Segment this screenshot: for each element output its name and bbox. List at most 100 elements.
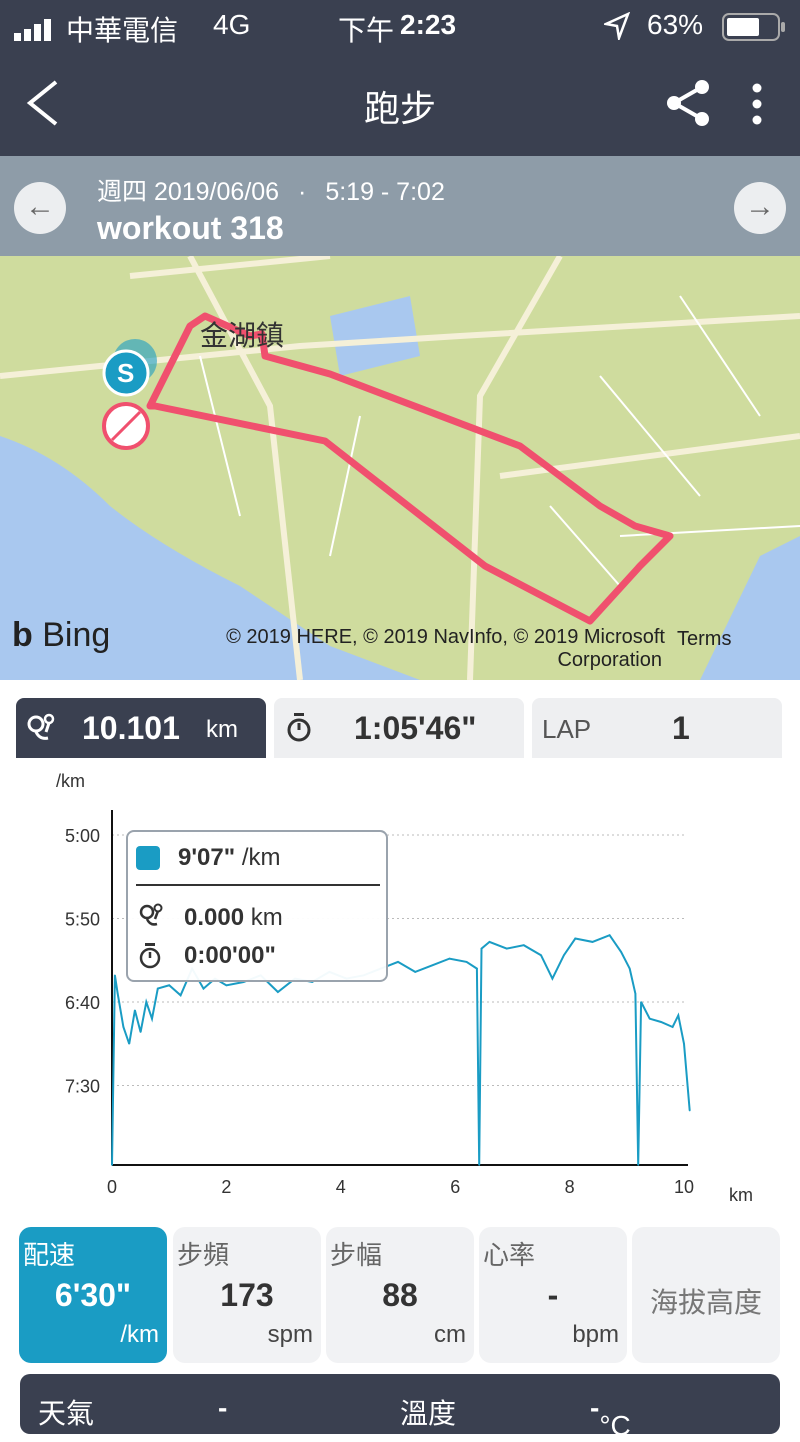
- pace-point: [277, 991, 279, 993]
- y-tick-label: 7:30: [65, 1077, 100, 1097]
- tab-lap[interactable]: LAP 1: [532, 698, 782, 758]
- map-copyright: © 2019 HERE, © 2019 NavInfo, © 2019 Micr…: [170, 626, 665, 672]
- y-tick-label: 6:40: [65, 993, 100, 1013]
- pace-point: [225, 984, 228, 987]
- route-map[interactable]: S 金湖鎮 b Bing © 2019 HERE, © 2019 NavInfo…: [0, 256, 800, 680]
- tile-label: 心率: [483, 1240, 536, 1270]
- pace-point: [476, 967, 478, 970]
- pace-point: [523, 944, 525, 947]
- y-tick-label: 5:50: [65, 910, 100, 930]
- next-workout-button[interactable]: →: [734, 182, 786, 234]
- tooltip-distance: 0.000 km: [184, 904, 283, 932]
- more-vertical-icon[interactable]: [750, 82, 764, 131]
- start-marker-label: S: [117, 358, 135, 388]
- x-tick-label: 4: [336, 1177, 346, 1197]
- metric-tile-pace[interactable]: 配速 6'30" /km: [19, 1227, 167, 1363]
- x-tick-label: 8: [565, 1177, 575, 1197]
- x-axis-label: km: [729, 1185, 753, 1205]
- tooltip-time: 0:00'00": [184, 942, 276, 969]
- terms-link[interactable]: Terms: [677, 628, 732, 650]
- tooltip-pace-unit: /km: [241, 844, 281, 871]
- share-icon[interactable]: [664, 78, 712, 133]
- pace-point: [397, 961, 399, 963]
- pace-point: [139, 1031, 142, 1033]
- tile-value: -: [547, 1277, 559, 1313]
- nav-bar: 跑步: [0, 52, 800, 156]
- map-canvas: [0, 256, 800, 680]
- tile-unit: spm: [267, 1321, 313, 1348]
- metric-tile-stride[interactable]: 步幅 88 cm: [326, 1227, 474, 1363]
- pace-point: [488, 941, 491, 943]
- distance-pin-icon: [138, 902, 164, 935]
- page-title: 跑步: [363, 88, 436, 129]
- time-range: 5:19 - 7:02: [325, 178, 445, 206]
- y-tick-label: 5:00: [65, 826, 100, 846]
- tooltip-pace: 9'07" /km: [178, 844, 280, 872]
- previous-workout-button[interactable]: ←: [14, 182, 66, 234]
- pace-point: [151, 1017, 153, 1020]
- tile-label: 海拔高度: [649, 1287, 762, 1318]
- distance-value: 10.101: [82, 710, 180, 746]
- tooltip-pace-value: 9'07": [178, 844, 236, 871]
- battery-icon: [722, 12, 788, 49]
- lap-value: 1: [672, 710, 690, 746]
- temperature: - °C: [590, 1392, 631, 1441]
- x-tick-label: 2: [221, 1177, 231, 1197]
- weather-label: 天氣: [38, 1398, 95, 1429]
- pace-point: [648, 1017, 651, 1020]
- stopwatch-icon: [138, 942, 162, 975]
- pace-point: [145, 1001, 148, 1003]
- metric-tile-cadence[interactable]: 步頻 173 spm: [173, 1227, 321, 1363]
- map-place-label: 金湖鎮: [200, 320, 285, 351]
- weather-value: -: [218, 1392, 228, 1423]
- tooltip-distance-unit: km: [250, 904, 283, 931]
- weather-bar: 天氣 - 溫度 - °C: [20, 1374, 780, 1441]
- tab-distance[interactable]: 10.101 km: [16, 698, 266, 758]
- pace-chart[interactable]: /km 5:00 5:50 6:40 7:30 0 2 4 6 8 10 km 9'07" /km 0…: [0, 760, 800, 1220]
- pace-point: [116, 992, 119, 995]
- pace-chart-svg: /km 5:00 5:50 6:40 7:30 0 2 4 6 8 10 km: [56, 771, 753, 1205]
- pace-point: [156, 987, 159, 990]
- series-color-swatch: [136, 846, 160, 870]
- chart-tooltip: 9'07" /km 0.000 km 0:00'00": [126, 830, 388, 982]
- x-tick-label: 0: [107, 1177, 117, 1197]
- tile-unit: cm: [434, 1321, 466, 1348]
- tile-label: 步頻: [177, 1240, 230, 1270]
- pace-point: [540, 954, 542, 957]
- tile-label: 配速: [23, 1240, 76, 1270]
- signal-icon: [14, 16, 58, 48]
- pace-point: [683, 1042, 685, 1045]
- copyright-line1: © 2019 HERE, © 2019 NavInfo, © 2019 Micr…: [226, 626, 665, 648]
- pace-point: [688, 1109, 691, 1112]
- pace-point: [505, 947, 508, 950]
- clock: 2:23: [400, 9, 457, 40]
- x-tick-label: 6: [450, 1177, 460, 1197]
- tab-duration[interactable]: 1:05'46": [274, 698, 524, 758]
- pace-point: [634, 992, 637, 995]
- temperature-unit: °C: [599, 1410, 631, 1441]
- pace-point: [620, 951, 622, 953]
- pace-point: [128, 1042, 130, 1045]
- date: 週四 2019/06/06: [97, 178, 280, 206]
- pace-point: [608, 934, 611, 936]
- pace-point: [168, 984, 170, 987]
- metric-tile-heart-rate[interactable]: 心率 - bpm: [479, 1227, 627, 1363]
- temperature-label: 溫度: [400, 1398, 457, 1429]
- workout-date: 週四 2019/06/06 · 5:19 - 7:02: [97, 172, 445, 208]
- lap-label: LAP: [542, 714, 592, 744]
- stopwatch-icon: [286, 712, 312, 749]
- tile-unit: /km: [120, 1321, 159, 1348]
- pace-point: [134, 1009, 136, 1012]
- pace-point: [660, 1021, 662, 1023]
- pace-point: [465, 961, 468, 963]
- distance-pin-icon: [26, 712, 56, 749]
- pace-point: [448, 957, 451, 960]
- back-button[interactable]: [22, 78, 62, 133]
- x-tick-label: 10: [674, 1177, 694, 1197]
- pace-point: [114, 974, 116, 977]
- metric-tile-altitude[interactable]: 海拔高度: [632, 1227, 780, 1363]
- carrier: 中華電信: [66, 15, 179, 46]
- pace-point: [122, 1026, 125, 1028]
- start-marker: [102, 349, 150, 397]
- bing-text: Bing: [42, 616, 111, 654]
